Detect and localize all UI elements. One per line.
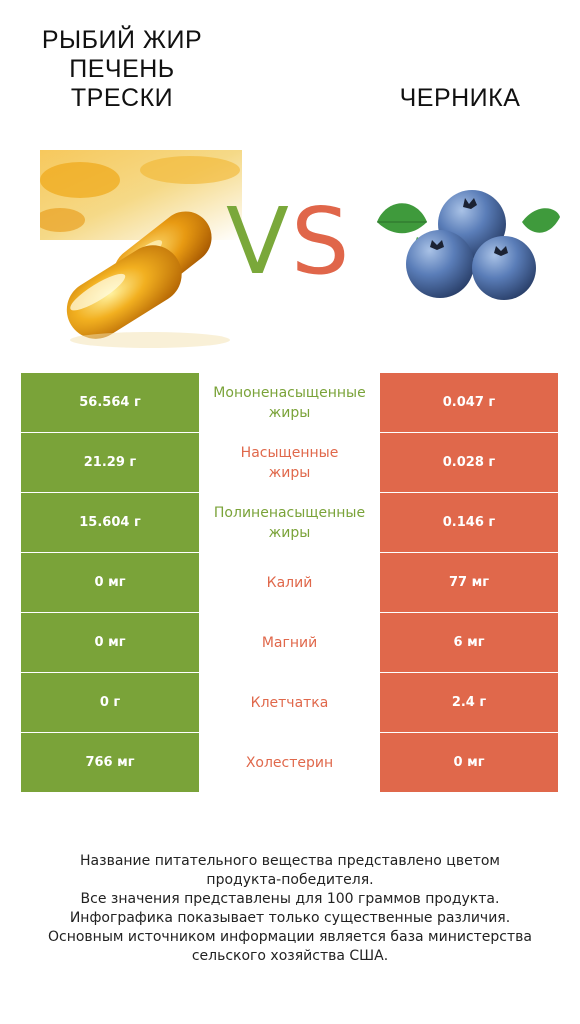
nutrient-label: Насыщенные жиры — [199, 433, 380, 493]
table-row: 15.604 г Полиненасыщенные жиры 0.146 г — [21, 493, 558, 553]
table-row: 56.564 г Мононенасыщенные жиры 0.047 г — [21, 373, 558, 433]
table-row: 21.29 г Насыщенные жиры 0.028 г — [21, 433, 558, 493]
left-product-title: РЫБИЙ ЖИР ПЕЧЕНЬ ТРЕСКИ — [41, 26, 203, 112]
left-value: 0 г — [21, 673, 199, 732]
right-value: 77 мг — [380, 553, 558, 612]
right-value: 0 мг — [380, 733, 558, 792]
footer-line: продукта-победителя. — [206, 872, 374, 888]
right-value: 2.4 г — [380, 673, 558, 732]
footer-line: Основным источником информации является … — [48, 929, 532, 945]
nutrient-label: Клетчатка — [199, 673, 380, 733]
footer-line: Инфографика показывает только существенн… — [69, 910, 511, 926]
left-value: 0 мг — [21, 553, 199, 612]
footer-line: Все значения представлены для 100 граммо… — [80, 891, 500, 907]
nutrient-label: Полиненасыщенные жиры — [199, 493, 380, 553]
table-row: 0 мг Калий 77 мг — [21, 553, 558, 613]
left-value: 0 мг — [21, 613, 199, 672]
fish-oil-capsules-image — [40, 150, 242, 348]
left-value: 766 мг — [21, 733, 199, 792]
blueberries-image — [377, 190, 560, 300]
footer-line: Название питательного вещества представл… — [80, 853, 500, 869]
nutrient-label: Холестерин — [199, 733, 380, 793]
table-row: 766 мг Холестерин 0 мг — [21, 733, 558, 793]
right-product-title: ЧЕРНИКА — [399, 84, 521, 112]
nutrient-label: Магний — [199, 613, 380, 673]
right-value: 0.146 г — [380, 493, 558, 552]
table-row: 0 г Клетчатка 2.4 г — [21, 673, 558, 733]
left-value: 56.564 г — [21, 373, 199, 432]
right-value: 0.028 г — [380, 433, 558, 492]
right-value: 6 мг — [380, 613, 558, 672]
table-row: 0 мг Магний 6 мг — [21, 613, 558, 673]
comparison-table: 56.564 г Мононенасыщенные жиры 0.047 г 21.2… — [21, 373, 558, 793]
footer-note: Название питательного вещества представл… — [0, 852, 580, 966]
nutrient-label: Мононенасыщенные жиры — [199, 373, 380, 433]
footer-line: сельского хозяйства США. — [191, 948, 389, 964]
versus-label: VS — [226, 188, 352, 295]
nutrient-label: Калий — [199, 553, 380, 613]
left-value: 21.29 г — [21, 433, 199, 492]
left-value: 15.604 г — [21, 493, 199, 552]
right-value: 0.047 г — [380, 373, 558, 432]
